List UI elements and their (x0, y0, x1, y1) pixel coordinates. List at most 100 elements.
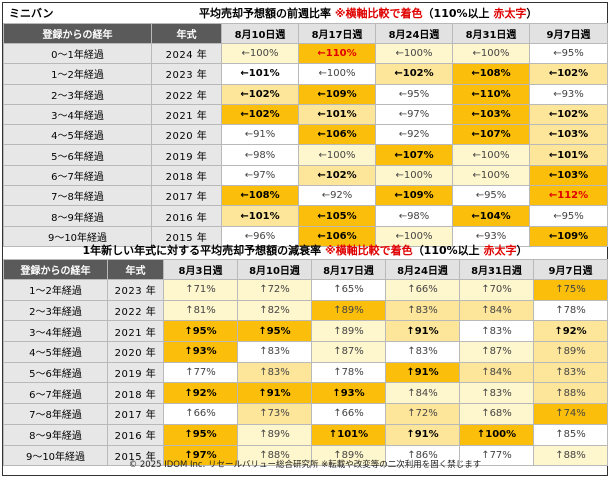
value-cell: ↑88% (237, 444, 312, 467)
value-cell: ←102% (221, 83, 299, 105)
value-cell: ↑83% (459, 382, 534, 405)
table-row: 3～4年経過 2021 年 ↑95% ↑95% ↑89% ↑91% ↑83% ↑92% (3, 320, 608, 343)
value-cell: ←100% (452, 164, 530, 187)
row-year: 2023 年 (151, 63, 222, 85)
value-cell: ↑87% (311, 341, 386, 363)
value-cell: ↑75% (533, 279, 608, 301)
table-row: 6～7年経過 2018 年 ←97% ←102% ←100% ←100% ←103% (3, 164, 608, 187)
depreciation-table: 登録からの経年 年式 8月3日週 8月10日週 8月17日週 8月24日週 8月31日週 9月… (3, 259, 608, 467)
section-title-2: 1年新しい年式に対する平均売却予想額の減衰率 ※横軸比較で着色（110%以上 赤… (82, 240, 527, 258)
row-label: 9～10年経過 (3, 225, 152, 247)
row-label: 0～1年経過 (3, 42, 152, 65)
value-cell: ↑88% (533, 444, 608, 467)
value-cell: ↑71% (163, 279, 238, 301)
table-row: 9～10年経過 2015 年 ↑97% ↑88% ↑89% ↑86% ↑77% ↑88% (3, 444, 608, 467)
value-cell: ↑91% (385, 320, 460, 343)
table1-header-5: 8月31日週 (452, 23, 530, 44)
value-cell: ←100% (452, 144, 530, 166)
value-cell: ↑91% (385, 361, 460, 384)
value-cell: ←93% (452, 225, 530, 247)
value-cell: ←101% (298, 103, 376, 126)
row-year: 2017 年 (151, 185, 222, 207)
value-cell: ←95% (529, 42, 608, 65)
table1-header-6: 9月7日週 (529, 23, 608, 44)
value-cell: ↑82% (237, 299, 312, 322)
value-cell: ←106% (298, 225, 376, 247)
row-label: 4～5年経過 (3, 341, 108, 363)
value-cell: ←103% (529, 164, 608, 187)
title2-note-red: ※横軸比較で着色 (324, 244, 413, 257)
value-cell: ↑78% (533, 299, 608, 322)
category-label: ミニバン (9, 7, 54, 20)
value-cell: ←103% (529, 124, 608, 146)
value-cell: ↑84% (385, 382, 460, 405)
title-note-paren: （110%以上 (422, 7, 490, 20)
value-cell: ←105% (298, 205, 376, 227)
value-cell: ↑83% (385, 299, 460, 322)
value-cell: ←108% (452, 63, 530, 85)
value-cell: ↑92% (533, 320, 608, 343)
table-row: 4～5年経過 2020 年 ↑93% ↑83% ↑87% ↑83% ↑87% ↑89% (3, 341, 608, 363)
table-row: 3～4年経過 2021 年 ←102% ←101% ←97% ←103% ←102% (3, 103, 608, 126)
value-cell: ←110% (298, 42, 376, 65)
row-label: 2～3年経過 (3, 299, 108, 322)
table1-header-3: 8月17日週 (298, 23, 376, 44)
value-cell: ↑81% (163, 299, 238, 322)
page-title: 平均売却予想額の前週比率 ※横軸比較で着色（110%以上 赤太字） (199, 5, 537, 21)
table-row: 5～6年経過 2019 年 ↑77% ↑83% ↑78% ↑91% ↑84% ↑83% (3, 361, 608, 384)
value-cell: ↑70% (459, 279, 534, 301)
value-cell: ↑89% (311, 299, 386, 322)
table2-header-4: 8月17日週 (311, 259, 386, 280)
value-cell: ↑66% (311, 403, 386, 425)
table1-header-4: 8月24日週 (375, 23, 453, 44)
value-cell: ↑72% (237, 279, 312, 301)
value-cell: ←97% (375, 103, 453, 126)
value-cell: ↑72% (385, 403, 460, 425)
row-label: 5～6年経過 (3, 144, 152, 166)
value-cell: ←112% (529, 185, 608, 207)
value-cell: ↑95% (163, 320, 238, 343)
value-cell: ↑83% (459, 320, 534, 343)
value-cell: ↑65% (311, 279, 386, 301)
value-cell: ←97% (221, 164, 299, 187)
row-year: 2023 年 (107, 279, 164, 301)
row-year: 2020 年 (151, 124, 222, 146)
table2-header-1: 年式 (107, 259, 164, 280)
table-row: 2～3年経過 2022 年 ←102% ←109% ←95% ←110% ←93% (3, 83, 608, 105)
value-cell: ↑89% (311, 320, 386, 343)
table-row: 1～2年経過 2023 年 ←101% ←100% ←102% ←108% ←102% (3, 63, 608, 85)
value-cell: ↑66% (163, 403, 238, 425)
table-row: 9～10年経過 2015 年 ←96% ←106% ←100% ←93% ←109% (3, 225, 608, 247)
table-row: 6～7年経過 2018 年 ↑92% ↑91% ↑93% ↑84% ↑83% ↑88% (3, 382, 608, 405)
row-year: 2019 年 (151, 144, 222, 166)
value-cell: ←110% (452, 83, 530, 105)
value-cell: ↑91% (385, 423, 460, 446)
value-cell: ↑68% (459, 403, 534, 425)
value-cell: ←101% (529, 144, 608, 166)
value-cell: ↑88% (533, 382, 608, 405)
value-cell: ↑92% (163, 382, 238, 405)
value-cell: ↑93% (311, 382, 386, 405)
value-cell: ←102% (375, 63, 453, 85)
value-cell: ↑87% (459, 341, 534, 363)
value-cell: ↑78% (311, 361, 386, 384)
value-cell: ←100% (375, 42, 453, 65)
value-cell: ←101% (221, 205, 299, 227)
table2-header-6: 8月31日週 (459, 259, 534, 280)
table-row: 5～6年経過 2019 年 ←98% ←100% ←107% ←100% ←101% (3, 144, 608, 166)
row-year: 2015 年 (107, 444, 164, 467)
value-cell: ←109% (375, 185, 453, 207)
value-cell: ←100% (452, 42, 530, 65)
title-note-red: ※横軸比較で着色 (334, 7, 423, 20)
row-year: 2017 年 (107, 403, 164, 425)
value-cell: ←101% (221, 63, 299, 85)
row-label: 3～4年経過 (3, 103, 152, 126)
value-cell: ↑73% (237, 403, 312, 425)
row-label: 1～2年経過 (3, 279, 108, 301)
value-cell: ←100% (298, 144, 376, 166)
table2-header-0: 登録からの経年 (3, 259, 108, 280)
value-cell: ←102% (298, 164, 376, 187)
row-label: 2～3年経過 (3, 83, 152, 105)
row-label: 5～6年経過 (3, 361, 108, 384)
title2-note-close: ） (516, 244, 528, 257)
